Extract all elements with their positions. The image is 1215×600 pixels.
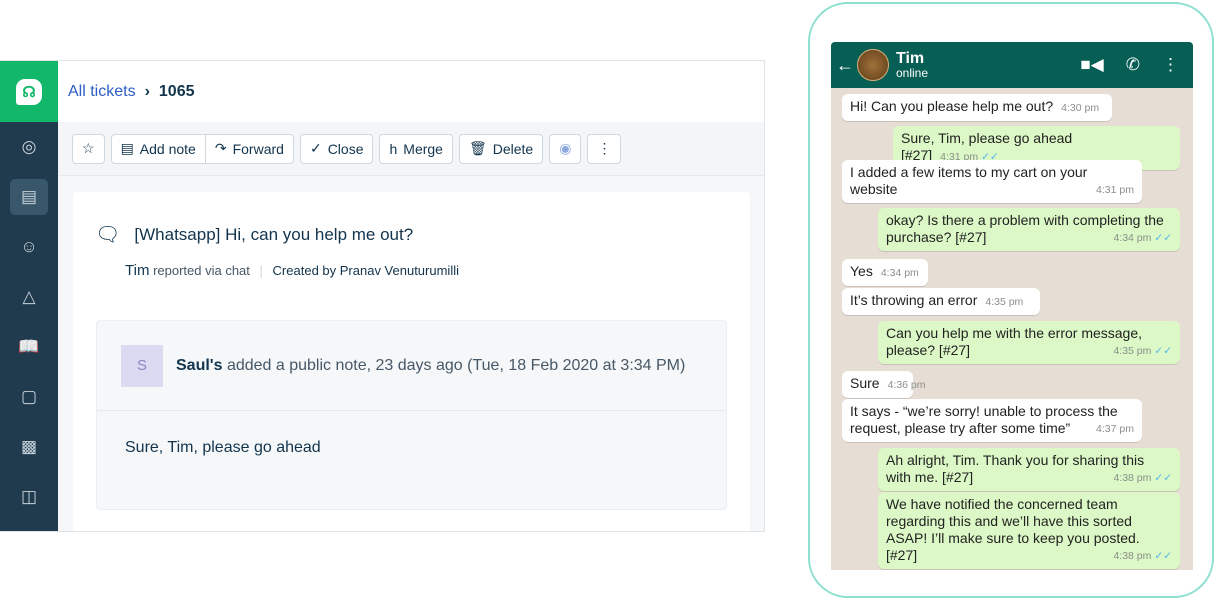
spam-icon: ◉ — [559, 140, 572, 156]
public-note: S Saul's added a public note, 23 days ag… — [96, 320, 727, 510]
add-note-label: Add note — [139, 140, 196, 157]
merge-button[interactable]: h Merge — [379, 133, 453, 164]
phone-icon[interactable]: ✆ — [1125, 55, 1140, 74]
delete-label: Delete — [492, 140, 534, 157]
sidebar: ☊ ◎ ▤ ☺ △ 📖 ▢ ▩ ◫ — [0, 61, 58, 531]
incoming-message: It says - “we’re sorry! unable to proces… — [842, 399, 1142, 442]
message-text: Sure, Tim, please go ahead [#27] — [901, 130, 1073, 163]
whatsapp-screen: ← Tim online ■◀ ✆ ⋮ Hi! Can you please h… — [831, 42, 1193, 570]
message-time: 4:38 pm ✓✓ — [1113, 472, 1172, 484]
forward-icon: ↷ — [214, 140, 227, 156]
message-time: 4:31 pm — [1096, 184, 1134, 196]
more-button[interactable]: ⋮ — [587, 133, 622, 164]
more-icon[interactable]: ⋮ — [1162, 55, 1179, 74]
incoming-message: I added a few items to my cart on your w… — [842, 160, 1142, 203]
message-text: It says - “we’re sorry! unable to proces… — [850, 403, 1118, 436]
close-button[interactable]: ✓ Close — [299, 133, 374, 164]
message-time: 4:34 pm ✓✓ — [1113, 232, 1172, 244]
requester-name[interactable]: Tim — [125, 262, 150, 279]
add-note-button[interactable]: ▤ Add note — [110, 133, 206, 164]
merge-label: Merge — [403, 140, 443, 157]
bot-icon[interactable]: ▩ — [20, 437, 38, 456]
message-text: Yes — [850, 263, 873, 279]
back-arrow-icon[interactable]: ← — [836, 54, 854, 75]
outgoing-message: okay? Is there a problem with completing… — [878, 208, 1180, 251]
chat-icon[interactable]: ▢ — [20, 387, 38, 406]
message-time: 4:35 pm ✓✓ — [1113, 345, 1172, 357]
toolbar: ☆ ▤ Add note ↷ Forward ✓ Close h Merge 🗑 Dele… — [58, 122, 764, 176]
video-call-icon[interactable]: ■◀ — [1080, 55, 1104, 74]
note-icon: ▤ — [120, 140, 134, 156]
reported-via: reported via chat — [153, 263, 250, 278]
double-check-icon: ✓✓ — [1154, 550, 1172, 562]
phone-frame — [808, 2, 1214, 598]
chat-bubble-icon: 🗨 — [95, 224, 121, 246]
contact-name: Tim — [896, 49, 925, 67]
message-text: We have notified the concerned team rega… — [886, 496, 1140, 563]
forward-label: Forward — [232, 140, 284, 157]
ticket-meta: Tim reported via chat | Created by Prana… — [125, 262, 459, 279]
incoming-message: Yes 4:34 pm — [842, 259, 928, 286]
incoming-message: It’s throwing an error 4:35 pm — [842, 288, 1040, 315]
incoming-message: Sure 4:36 pm — [842, 371, 926, 398]
outgoing-message: Can you help me with the error message, … — [878, 321, 1180, 364]
tickets-icon[interactable]: ▤ — [0, 172, 58, 222]
message-time: 4:38 pm ✓✓ — [1113, 550, 1172, 562]
spam-button[interactable]: ◉ — [549, 133, 582, 164]
close-label: Close — [327, 140, 364, 157]
ticket-title: 🗨 [Whatsapp] Hi, can you help me out? — [95, 222, 413, 247]
more-icon: ⋮ — [597, 140, 612, 156]
dashboard-icon[interactable]: ◎ — [21, 137, 37, 156]
all-tickets-link[interactable]: All tickets — [68, 82, 136, 100]
message-time: 4:35 pm — [985, 296, 1024, 308]
message-time: 4:30 pm — [1061, 102, 1100, 114]
contacts-icon[interactable]: ☺ — [20, 237, 38, 256]
headset-icon: ☊ — [16, 78, 42, 105]
outgoing-message: We have notified the concerned team rega… — [878, 492, 1180, 569]
helpdesk-app: ☊ ◎ ▤ ☺ △ 📖 ▢ ▩ ◫ All tickets › 1065 ☆ ▤… — [0, 60, 765, 532]
chevron-right-icon: › — [144, 82, 150, 100]
incoming-message: Hi! Can you please help me out? 4:30 pm — [842, 94, 1112, 121]
knowledge-base-icon[interactable]: 📖 — [18, 337, 40, 356]
logo[interactable]: ☊ — [0, 61, 58, 122]
ticket-subject: Hi, can you help me out? — [225, 224, 414, 244]
trash-icon: 🗑 — [468, 140, 487, 156]
message-text: It’s throwing an error — [850, 292, 978, 308]
contact-status: online — [896, 66, 929, 81]
outgoing-message: Ah alright, Tim. Thank you for sharing t… — [878, 448, 1180, 491]
star-icon: ☆ — [82, 140, 95, 156]
message-text: Sure — [850, 375, 880, 391]
whatsapp-header: ← Tim online ■◀ ✆ ⋮ — [831, 42, 1193, 88]
note-author: Saul's — [176, 356, 223, 374]
avatar: S — [121, 344, 163, 387]
star-button[interactable]: ☆ — [72, 133, 105, 164]
double-check-icon: ✓✓ — [1154, 472, 1172, 484]
groups-icon[interactable]: △ — [22, 287, 36, 306]
message-text: Can you help me with the error message, … — [886, 325, 1143, 358]
message-time: 4:36 pm — [887, 379, 926, 391]
forward-button[interactable]: ↷ Forward — [205, 133, 294, 164]
message-text: I added a few items to my cart on your w… — [850, 164, 1088, 197]
contact-avatar[interactable] — [857, 49, 889, 81]
double-check-icon: ✓✓ — [1154, 232, 1172, 244]
message-time: 4:37 pm — [1096, 423, 1134, 435]
message-time: 4:34 pm — [880, 267, 919, 279]
message-text: okay? Is there a problem with completing… — [886, 212, 1164, 245]
note-body: Sure, Tim, please go ahead — [125, 439, 321, 456]
breadcrumb: All tickets › 1065 — [58, 61, 764, 122]
created-by: Created by Pranav Venuturumilli — [272, 263, 459, 278]
ticket-card: 🗨 [Whatsapp] Hi, can you help me out? Ti… — [73, 192, 750, 531]
double-check-icon: ✓✓ — [1154, 345, 1172, 357]
reports-icon[interactable]: ◫ — [20, 487, 38, 506]
message-text: Ah alright, Tim. Thank you for sharing t… — [886, 452, 1145, 485]
ticket-channel: [Whatsapp] — [134, 224, 221, 244]
check-circle-icon: ✓ — [309, 140, 322, 156]
ticket-id: 1065 — [158, 82, 195, 100]
message-text: Hi! Can you please help me out? — [850, 98, 1054, 114]
merge-icon: h — [389, 140, 398, 157]
note-action: added a public note, 23 days ago (Tue, 1… — [226, 356, 686, 374]
delete-button[interactable]: 🗑 Delete — [458, 133, 544, 164]
